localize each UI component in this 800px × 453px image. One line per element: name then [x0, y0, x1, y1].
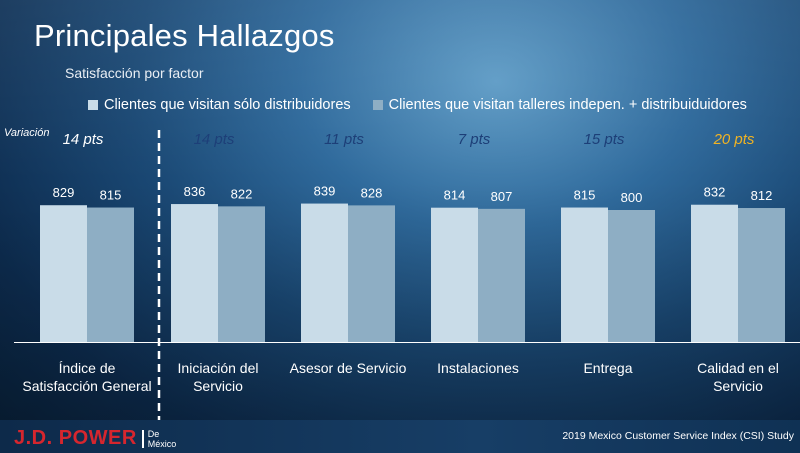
page-title: Principales Hallazgos	[34, 18, 335, 53]
chart-legend: Clientes que visitan sólo distribuidores…	[88, 97, 747, 113]
legend-item-series-1: Clientes que visitan sólo distribuidores	[88, 97, 351, 113]
category-label-line: Iniciación del	[178, 360, 259, 376]
category-label-4: Entrega	[583, 360, 632, 376]
data-label-1-0: 829	[53, 185, 75, 200]
data-label-1-4: 815	[574, 188, 596, 203]
data-label-1-3: 814	[444, 188, 466, 203]
bar-2-3	[478, 208, 525, 342]
category-label-3: Instalaciones	[437, 360, 519, 376]
category-label-line: Servicio	[193, 378, 243, 394]
legend-item-series-2: Clientes que visitan talleres indepen. +…	[372, 97, 747, 113]
category-label-line: Asesor de Servicio	[290, 360, 407, 376]
data-label-2-0: 815	[100, 188, 122, 203]
variation-value-0: 14 pts	[63, 131, 104, 148]
legend-label-series-1: Clientes que visitan sólo distribuidores	[104, 97, 351, 113]
bar-1-5	[691, 204, 738, 342]
category-label-2: Asesor de Servicio	[290, 360, 407, 376]
data-label-1-1: 836	[184, 184, 206, 199]
bar-2-4	[608, 210, 655, 342]
variation-label: Variación	[4, 127, 50, 139]
bar-2-0	[87, 207, 134, 342]
data-label-1-5: 832	[704, 185, 726, 200]
logo-sub-line-1: De	[147, 428, 160, 439]
bar-2-5	[738, 208, 785, 342]
category-label-5: Calidad en el Servicio	[697, 360, 779, 394]
page-subtitle: Satisfacción por factor	[65, 65, 204, 81]
category-label-line: Instalaciones	[437, 360, 519, 376]
category-label-line: Índice de	[59, 360, 116, 376]
variation-value-3: 7 pts	[458, 131, 491, 148]
data-label-1-2: 839	[314, 184, 336, 199]
category-label-0: Índice de Satisfacción General	[22, 360, 151, 394]
variation-value-1: 14 pts	[194, 131, 235, 148]
footer-bar	[0, 420, 800, 453]
category-label-line: Calidad en el	[697, 360, 779, 376]
logo-brand: J.D. POWER	[14, 427, 137, 449]
bar-1-3	[431, 207, 478, 342]
bar-2-2	[348, 205, 395, 342]
variation-value-5: 20 pts	[713, 131, 755, 148]
data-label-2-3: 807	[491, 189, 513, 204]
data-label-2-4: 800	[621, 190, 643, 205]
study-name: 2019 Mexico Customer Service Index (CSI)…	[562, 430, 794, 442]
bar-1-4	[561, 207, 608, 342]
data-label-2-1: 822	[231, 186, 253, 201]
data-label-2-5: 812	[751, 188, 773, 203]
legend-label-series-2: Clientes que visitan talleres indepen. +…	[388, 97, 747, 113]
bar-1-0	[40, 205, 87, 342]
logo-divider	[141, 429, 144, 448]
bar-1-1	[171, 204, 218, 342]
category-label-line: Servicio	[713, 378, 763, 394]
bar-2-1	[218, 206, 265, 342]
logo-subtext: De México	[148, 429, 177, 449]
variation-value-4: 15 pts	[584, 131, 625, 148]
category-label-line: Satisfacción General	[22, 378, 151, 394]
variation-value-2: 11 pts	[324, 131, 364, 148]
category-label-1: Iniciación del Servicio	[178, 360, 259, 394]
legend-swatch-series-1	[88, 100, 98, 110]
bar-chart: 829 815 14 pts Índice de Satisfacción Genera…	[22, 131, 785, 394]
data-label-2-2: 828	[361, 185, 383, 200]
bar-1-2	[301, 203, 348, 342]
jd-power-logo: J.D. POWER De México	[14, 427, 176, 450]
logo-sub-line-2: México	[147, 438, 177, 449]
legend-swatch-series-2	[372, 100, 383, 110]
category-label-line: Entrega	[583, 360, 632, 376]
